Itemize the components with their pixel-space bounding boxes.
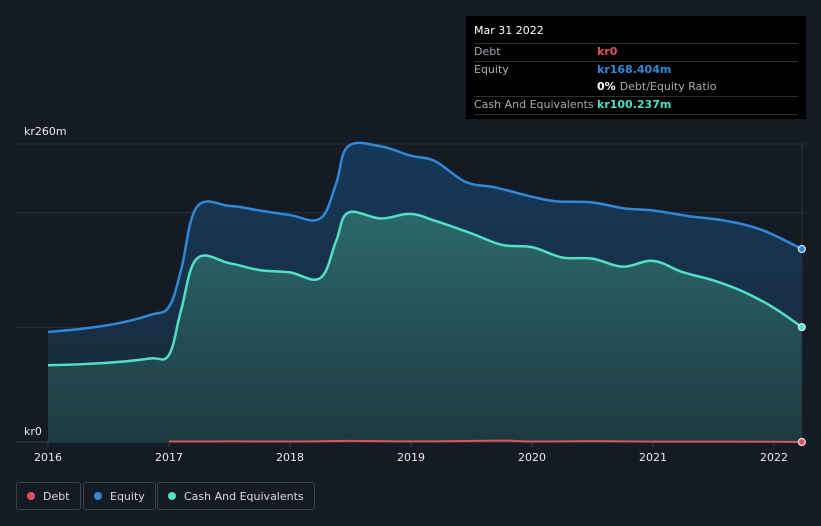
- y-tick-label: kr0: [24, 425, 42, 438]
- tooltip-row-ratio: 0% Debt/Equity Ratio: [474, 79, 798, 96]
- cash-series-line: [47, 210, 803, 367]
- tooltip-equity-label: Equity: [474, 63, 509, 76]
- debt-series-line: [168, 439, 802, 443]
- tooltip-debt-value: kr0: [597, 45, 618, 58]
- x-tick-label: 2022: [760, 451, 788, 464]
- y-tick-label: kr260m: [24, 125, 67, 138]
- legend-item-cash[interactable]: Cash And Equivalents: [157, 482, 315, 510]
- tooltip-row-cash: Cash And Equivalents kr100.237m: [474, 96, 798, 115]
- legend-label-equity: Equity: [110, 489, 145, 503]
- tooltip-ratio-value: 0%: [597, 80, 616, 93]
- debt-legend-dot-icon: [27, 492, 35, 500]
- x-tick-label: 2016: [34, 451, 62, 464]
- x-tick-label: 2019: [397, 451, 425, 464]
- debt-endpoint: [797, 438, 806, 446]
- legend-item-equity[interactable]: Equity: [83, 482, 156, 510]
- series-endpoints: [797, 244, 806, 446]
- data-tooltip: Mar 31 2022 Debt kr0 Equity kr168.404m 0…: [466, 16, 806, 119]
- equity-series-line: [47, 141, 803, 334]
- equity-endpoint: [797, 244, 806, 253]
- x-tick-label: 2021: [639, 451, 667, 464]
- x-tick-label: 2018: [276, 451, 304, 464]
- x-tick-label: 2020: [518, 451, 546, 464]
- y-axis: kr260m kr0: [24, 125, 67, 438]
- tooltip-date: Mar 31 2022: [474, 24, 544, 37]
- legend-item-debt[interactable]: Debt: [16, 482, 81, 510]
- equity-legend-dot-icon: [94, 492, 102, 500]
- tooltip-cash-value: kr100.237m: [597, 98, 672, 111]
- tooltip-row-equity: Equity kr168.404m: [474, 61, 798, 79]
- x-tick-label: 2017: [155, 451, 183, 464]
- tooltip-equity-value: kr168.404m: [597, 63, 672, 76]
- x-axis: 2016 2017 2018 2019 2020 2021 2022: [34, 442, 788, 464]
- cash-endpoint: [797, 323, 806, 332]
- tooltip-debt-label: Debt: [474, 45, 501, 58]
- legend-label-cash: Cash And Equivalents: [184, 489, 304, 503]
- tooltip-ratio-label: Debt/Equity Ratio: [619, 80, 717, 93]
- tooltip-row-debt: Debt kr0: [474, 43, 798, 61]
- cash-legend-dot-icon: [168, 492, 176, 500]
- tooltip-cash-label: Cash And Equivalents: [474, 98, 594, 111]
- legend-label-debt: Debt: [43, 489, 70, 503]
- cash-area: [48, 211, 802, 442]
